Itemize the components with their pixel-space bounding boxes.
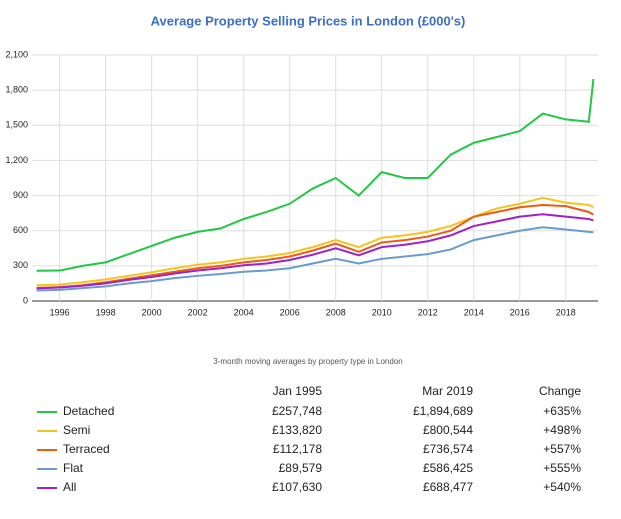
x-tick-label: 1998	[96, 307, 116, 317]
x-tick-label: 2002	[188, 307, 208, 317]
legend-label: Detached	[63, 404, 114, 418]
y-tick-label: 600	[13, 225, 28, 235]
y-tick-label: 300	[13, 260, 28, 270]
table-cell: +555%	[543, 461, 581, 475]
table-header: Change	[539, 384, 581, 398]
table-cell: +635%	[543, 404, 581, 418]
legend-label: Terraced	[63, 442, 110, 456]
table-header: Mar 2019	[422, 384, 473, 398]
table-cell: £257,748	[272, 404, 322, 418]
table-cell: £112,178	[273, 442, 322, 456]
series-line	[36, 203, 594, 289]
y-tick-label: 2,100	[5, 49, 28, 59]
series-line	[36, 196, 594, 287]
y-tick-label: 1,800	[5, 85, 28, 95]
x-tick-label: 2018	[556, 307, 576, 317]
x-tick-label: 2012	[418, 307, 438, 317]
x-tick-label: 1996	[50, 307, 70, 317]
y-tick-label: 900	[13, 190, 28, 200]
table-cell: £1,894,689	[413, 404, 473, 418]
x-tick-label: 2006	[280, 307, 300, 317]
y-tick-label: 0	[23, 295, 28, 305]
series-line	[36, 226, 594, 292]
table-cell: +498%	[543, 423, 581, 437]
legend-label: Semi	[63, 423, 90, 437]
x-tick-label: 2010	[372, 307, 392, 317]
table-cell: £107,630	[272, 480, 322, 494]
table-cell: £736,574	[423, 442, 473, 456]
x-tick-label: 2000	[142, 307, 162, 317]
series-line	[36, 213, 594, 290]
x-tick-label: 2016	[510, 307, 530, 317]
x-tick-label: 2014	[464, 307, 484, 317]
legend-label: Flat	[63, 461, 84, 475]
table-cell: £133,820	[272, 423, 322, 437]
y-tick-label: 1,500	[5, 120, 28, 130]
table-cell: £688,477	[423, 480, 473, 494]
x-tick-label: 2008	[326, 307, 346, 317]
table-header: Jan 1995	[273, 384, 323, 398]
series-line	[36, 78, 595, 272]
x-tick-label: 2004	[234, 307, 254, 317]
chart-title: Average Property Selling Prices in Londo…	[151, 13, 466, 28]
table-cell: £586,425	[423, 461, 473, 475]
table-cell: £800,544	[423, 423, 473, 437]
table-cell: +540%	[543, 480, 581, 494]
table-cell: £89,579	[279, 461, 323, 475]
legend-label: All	[63, 480, 76, 494]
chart-subtitle: 3-month moving averages by property type…	[213, 357, 402, 366]
table-cell: +557%	[543, 442, 581, 456]
y-tick-label: 1,200	[5, 155, 28, 165]
